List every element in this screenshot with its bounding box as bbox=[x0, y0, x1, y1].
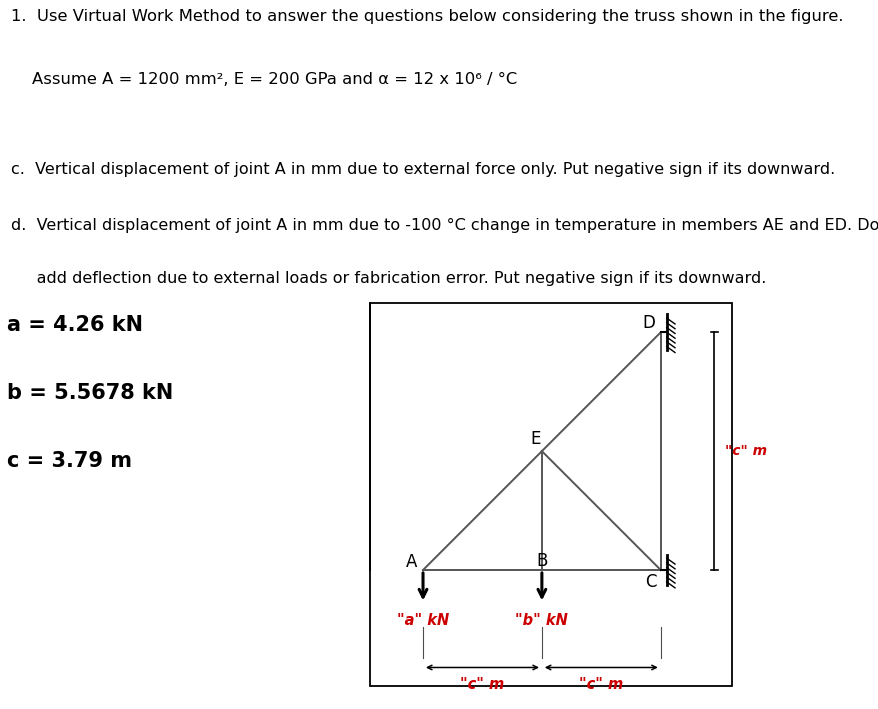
Text: a = 4.26 kN: a = 4.26 kN bbox=[7, 315, 143, 335]
Text: "b" kN: "b" kN bbox=[515, 613, 568, 627]
Text: Assume A = 1200 mm², E = 200 GPa and α = 12 x 10⁶ / °C: Assume A = 1200 mm², E = 200 GPa and α =… bbox=[11, 72, 516, 86]
Text: "c" m: "c" m bbox=[724, 444, 766, 458]
Text: C: C bbox=[644, 573, 656, 591]
Text: "c" m: "c" m bbox=[579, 677, 623, 692]
Text: b = 5.5678 kN: b = 5.5678 kN bbox=[7, 383, 174, 403]
Text: c = 3.79 m: c = 3.79 m bbox=[7, 451, 133, 471]
Text: 1.  Use Virtual Work Method to answer the questions below considering the truss : 1. Use Virtual Work Method to answer the… bbox=[11, 9, 842, 24]
Text: D: D bbox=[642, 314, 655, 332]
Text: E: E bbox=[530, 430, 541, 448]
Text: add deflection due to external loads or fabrication error. Put negative sign if : add deflection due to external loads or … bbox=[11, 272, 765, 286]
Text: "a" kN: "a" kN bbox=[397, 613, 449, 627]
Text: d.  Vertical displacement of joint A in mm due to -100 °C change in temperature : d. Vertical displacement of joint A in m… bbox=[11, 218, 878, 233]
Text: "c" m: "c" m bbox=[460, 677, 504, 692]
Text: c.  Vertical displacement of joint A in mm due to external force only. Put negat: c. Vertical displacement of joint A in m… bbox=[11, 162, 834, 177]
Text: A: A bbox=[405, 553, 416, 571]
Text: B: B bbox=[536, 552, 547, 569]
